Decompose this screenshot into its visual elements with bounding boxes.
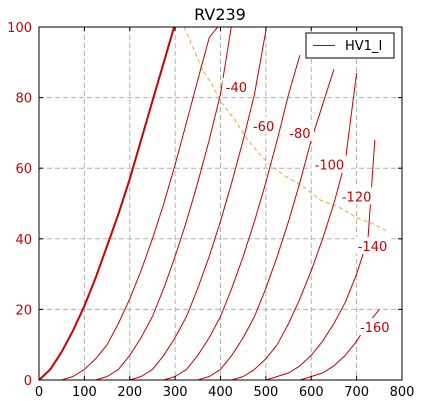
curve-label-bg <box>222 78 251 96</box>
y-tick-label: 40 <box>15 233 32 248</box>
curve-vg-minus-40 <box>39 27 232 380</box>
curve-label: -100 <box>315 159 345 174</box>
x-tick-label: 700 <box>344 385 369 400</box>
curve-label-bg <box>311 155 348 173</box>
y-tick-label: 20 <box>15 303 32 318</box>
y-tick-label: 0 <box>24 374 32 389</box>
curve-label: -120 <box>342 190 372 205</box>
x-axis-ticks: 0 100 200 300 400 500 600 700 800 <box>35 27 415 400</box>
curve-label: -60 <box>253 120 274 135</box>
dissipation-limit <box>183 27 389 233</box>
curve-vg-minus-60 <box>39 30 267 380</box>
y-tick-label: 100 <box>7 21 32 36</box>
curve-vg-minus-20 <box>39 27 219 380</box>
x-tick-label: 0 <box>35 385 43 400</box>
x-tick-label: 200 <box>117 385 142 400</box>
dissipation-limit-line <box>183 27 389 233</box>
legend: HV1_I <box>305 32 395 59</box>
curve-label-bg <box>354 236 391 254</box>
curve-label-bg <box>338 187 375 205</box>
legend-label: HV1_I <box>345 39 382 54</box>
chart-title: RV239 <box>194 5 246 24</box>
x-tick-label: 600 <box>299 385 324 400</box>
curve-label-bg <box>249 116 278 134</box>
grid-lines <box>39 27 402 380</box>
curve-label-bg <box>285 123 314 141</box>
curve-vg-0 <box>39 27 176 380</box>
curve-vg-minus-120 <box>39 72 358 380</box>
y-tick-label: 60 <box>15 162 32 177</box>
y-tick-label: 80 <box>15 92 32 107</box>
x-tick-label: 800 <box>390 385 415 400</box>
curve-label: -40 <box>226 81 247 96</box>
x-tick-label: 400 <box>208 385 233 400</box>
curve-label: -80 <box>289 127 310 142</box>
curve-labels: -40 -60 -80 -100 -120 -140 -160 <box>222 78 393 336</box>
curve-label-bg <box>356 318 393 336</box>
x-tick-label: 500 <box>253 385 278 400</box>
plate-curves <box>39 27 380 380</box>
curve-vg-minus-140 <box>39 139 376 380</box>
y-axis-ticks: 0 20 40 60 80 100 <box>7 21 402 389</box>
x-tick-label: 300 <box>163 385 188 400</box>
curve-vg-minus-100 <box>39 69 335 380</box>
curve-label: -160 <box>360 321 390 336</box>
x-tick-label: 100 <box>72 385 97 400</box>
curve-vg-minus-80 <box>39 55 301 380</box>
curve-label: -140 <box>358 240 388 255</box>
